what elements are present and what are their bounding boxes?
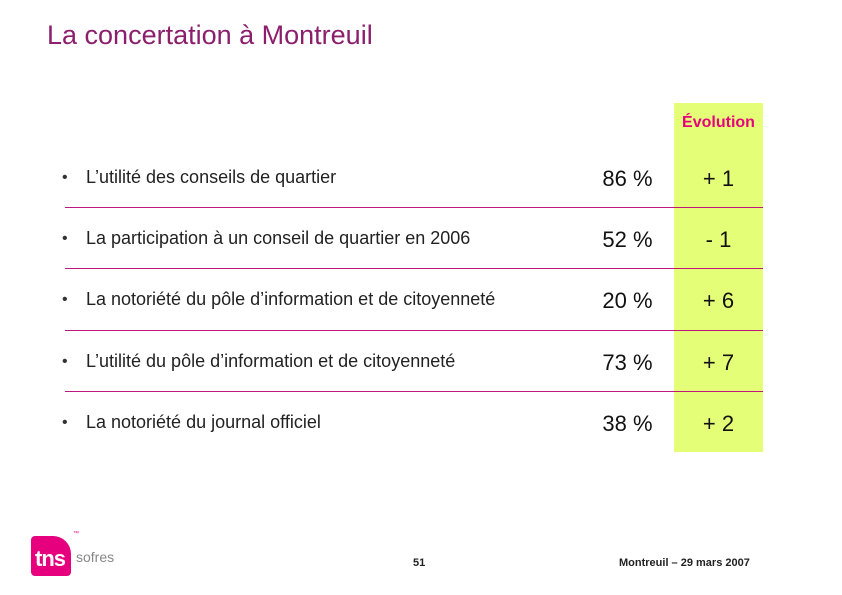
bullet: • — [62, 291, 68, 308]
row-divider — [65, 391, 763, 392]
table-row: • La notoriété du pôle d’information et … — [0, 269, 842, 330]
row-value: 73 % — [602, 350, 653, 375]
evolution-header: Évolution — [682, 114, 755, 131]
row-evolution: + 6 — [702, 288, 735, 313]
row-evolution: + 2 — [702, 411, 735, 436]
row-divider — [65, 207, 763, 208]
row-label: La notoriété du pôle d’information et de… — [86, 289, 496, 309]
row-value: 38 % — [602, 411, 653, 436]
table-row: • L’utilité des conseils de quartier 86 … — [0, 147, 842, 208]
logo-mark: tns — [31, 536, 71, 576]
row-label: L’utilité du pôle d’information et de ci… — [86, 351, 456, 371]
row-evolution: - 1 — [705, 227, 732, 252]
logo-mark-text: tns — [35, 546, 66, 571]
row-divider — [65, 268, 763, 269]
bullet: • — [62, 169, 68, 186]
row-divider — [65, 330, 763, 331]
table-row: • La participation à un conseil de quart… — [0, 208, 842, 269]
page-title: La concertation à Montreuil — [47, 20, 373, 50]
footer-date: Montreuil – 29 mars 2007 — [619, 557, 750, 569]
row-value: 20 % — [602, 288, 653, 313]
bullet: • — [62, 353, 68, 370]
logo-trademark: ™ — [73, 531, 79, 537]
row-value: 52 % — [602, 227, 653, 252]
row-evolution: + 7 — [702, 350, 735, 375]
page-number: 51 — [413, 557, 426, 569]
evolution-column-background — [674, 103, 763, 452]
table-row: • La notoriété du journal officiel 38 % … — [0, 392, 842, 453]
row-evolution: + 1 — [702, 166, 735, 191]
table-row: • L’utilité du pôle d’information et de … — [0, 331, 842, 392]
bullet: • — [62, 414, 68, 431]
row-value: 86 % — [602, 166, 653, 191]
row-label: La notoriété du journal officiel — [86, 412, 321, 432]
tns-sofres-logo: tns ™ sofres — [31, 531, 121, 579]
bullet: • — [62, 230, 68, 247]
logo-brand-text: sofres — [76, 549, 115, 565]
row-label: La participation à un conseil de quartie… — [86, 228, 471, 248]
row-label: L’utilité des conseils de quartier — [86, 167, 337, 187]
